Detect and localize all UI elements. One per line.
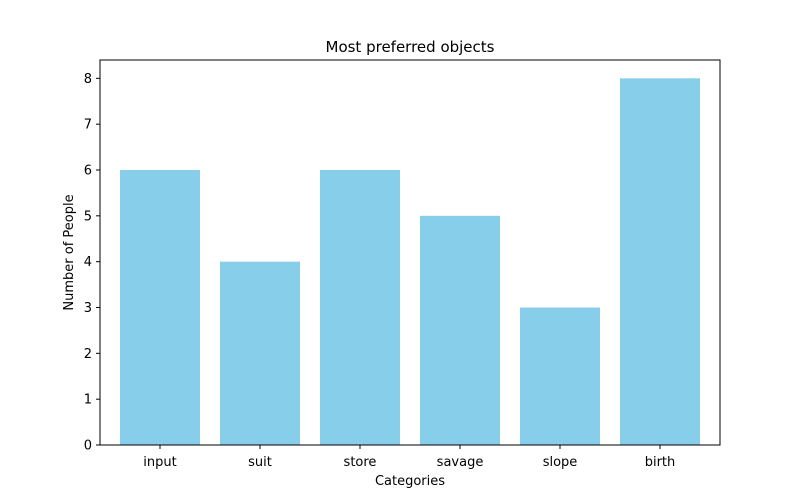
x-tick-label: suit <box>248 455 272 470</box>
chart-title: Most preferred objects <box>326 38 495 56</box>
bar-store <box>320 170 400 445</box>
y-axis-ticks: 0 1 2 3 4 5 6 7 8 <box>84 72 100 454</box>
x-tick-label: savage <box>437 455 484 470</box>
y-axis-label: Number of People <box>62 194 77 310</box>
bar-input <box>120 170 200 445</box>
plot-frame <box>99 59 721 446</box>
y-tick-label: 3 <box>84 301 92 316</box>
bar-slope <box>520 307 600 445</box>
bar-suit <box>220 261 300 445</box>
x-axis-ticks: input suit store savage slope birth <box>143 445 675 470</box>
y-tick-label: 6 <box>84 164 92 179</box>
x-axis-label: Categories <box>375 474 445 489</box>
y-tick-label: 4 <box>84 255 92 270</box>
y-tick-label: 7 <box>84 118 92 133</box>
y-tick-label: 8 <box>84 72 92 87</box>
y-tick-label: 0 <box>84 439 92 454</box>
bars-group <box>120 78 700 445</box>
x-tick-label: input <box>143 455 176 470</box>
x-tick-label: birth <box>645 455 676 470</box>
x-tick-label: store <box>344 455 377 470</box>
y-tick-label: 2 <box>84 347 92 362</box>
y-tick-label: 1 <box>84 393 92 408</box>
bar-savage <box>420 215 500 445</box>
bar-birth <box>620 78 700 445</box>
x-tick-label: slope <box>543 455 578 470</box>
y-tick-label: 5 <box>84 209 92 224</box>
